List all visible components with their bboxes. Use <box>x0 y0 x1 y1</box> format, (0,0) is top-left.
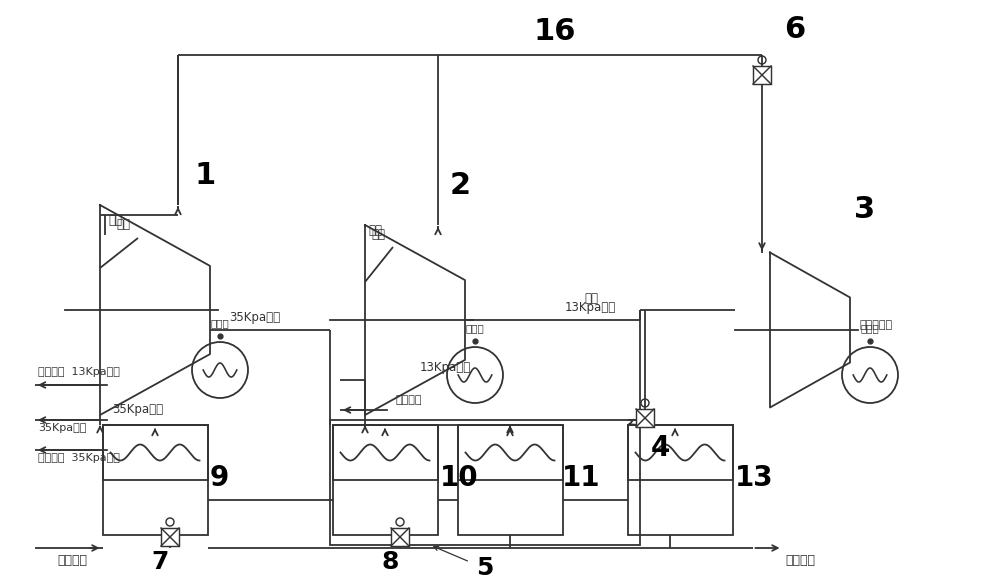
Text: 35Kpa乏汽: 35Kpa乏汽 <box>112 404 163 416</box>
Bar <box>330 420 640 545</box>
Text: 7: 7 <box>151 550 169 574</box>
Text: 35Kpa乏汽: 35Kpa乏汽 <box>38 423 86 433</box>
Text: 抽汽: 抽汽 <box>368 223 382 236</box>
Text: 35Kpa乏汽: 35Kpa乏汽 <box>229 312 281 324</box>
Text: 发电机: 发电机 <box>211 318 229 328</box>
Text: 8: 8 <box>381 550 399 574</box>
Text: 小汽机排汽: 小汽机排汽 <box>860 320 893 330</box>
Bar <box>458 425 562 535</box>
Bar <box>332 425 438 535</box>
Bar <box>332 425 438 480</box>
Text: 抽汽: 抽汽 <box>116 218 130 232</box>
Text: 去空冷岛: 去空冷岛 <box>395 395 422 405</box>
Text: 去空冷岛  35Kpa乏汽: 去空冷岛 35Kpa乏汽 <box>38 453 120 463</box>
Text: 10: 10 <box>440 464 479 492</box>
Text: 去空冷岛  13Kpa乏汽: 去空冷岛 13Kpa乏汽 <box>38 367 120 377</box>
Text: 5: 5 <box>476 556 494 579</box>
Text: 抽汽: 抽汽 <box>584 291 598 305</box>
Bar <box>458 425 562 480</box>
Bar <box>753 66 771 84</box>
Text: 6: 6 <box>784 16 806 45</box>
Bar <box>161 528 179 546</box>
Text: 发电机: 发电机 <box>466 323 484 333</box>
Bar <box>391 528 409 546</box>
Bar <box>103 425 208 480</box>
Text: 采暖供水: 采暖供水 <box>785 554 815 566</box>
Text: 抽汽: 抽汽 <box>108 214 122 226</box>
Bar <box>628 425 732 535</box>
Bar <box>103 425 208 535</box>
Text: 13: 13 <box>735 464 774 492</box>
Bar <box>636 409 654 427</box>
Text: 4: 4 <box>650 434 670 462</box>
Text: 1: 1 <box>194 160 216 189</box>
Bar <box>628 425 732 480</box>
Text: 3: 3 <box>854 196 876 225</box>
Text: 2: 2 <box>449 170 471 200</box>
Text: 采暖回水: 采暖回水 <box>57 554 87 566</box>
Text: 9: 9 <box>210 464 229 492</box>
Text: 抽汽: 抽汽 <box>371 229 385 241</box>
Text: 13Kpa乏汽: 13Kpa乏汽 <box>419 361 471 375</box>
Text: 13Kpa乏汽: 13Kpa乏汽 <box>564 302 616 314</box>
Text: 发电机: 发电机 <box>861 323 879 333</box>
Text: 11: 11 <box>562 464 600 492</box>
Text: 16: 16 <box>534 17 576 46</box>
